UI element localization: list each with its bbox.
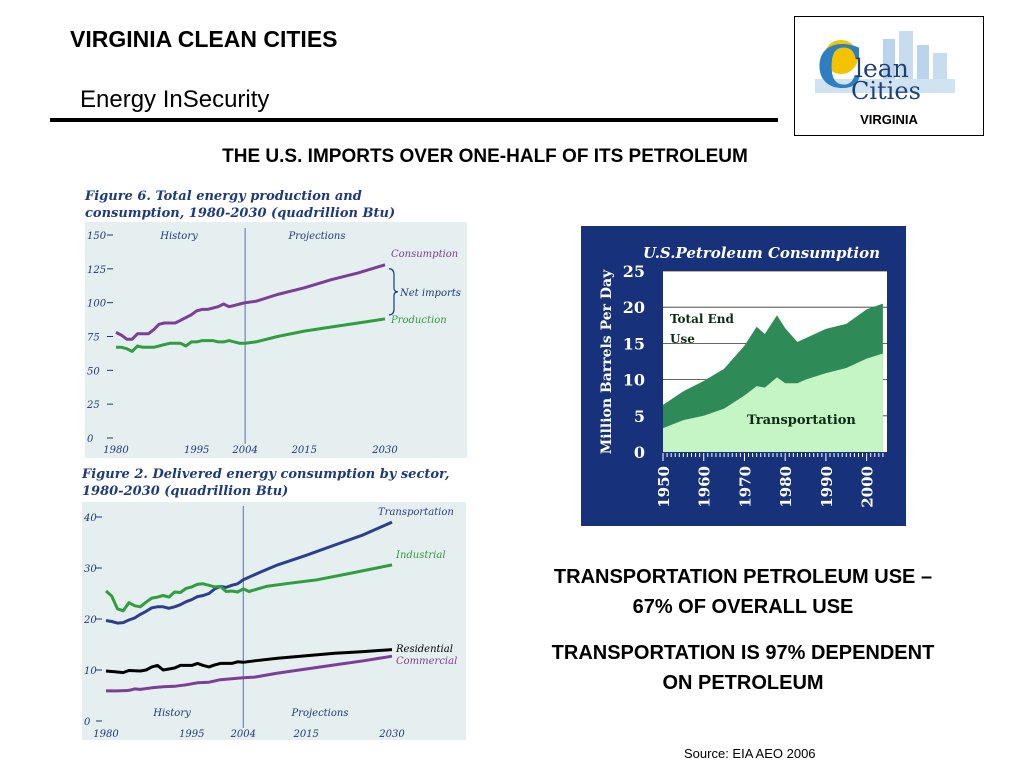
fig6-consumption-label: Consumption: [391, 249, 458, 260]
svg-text:C: C: [817, 33, 863, 101]
clean-cities-logo-graphic: C lean Cities: [815, 31, 955, 105]
petro-xtick-label: 2000: [859, 466, 877, 508]
fig2-industrial-line: [105, 563, 393, 613]
fig2-residential-label: Residential: [395, 644, 453, 655]
fig2-industrial-label: Industrial: [395, 550, 446, 561]
petro-ytick-label: 0: [634, 443, 645, 462]
petro-transportation-label: Transportation: [747, 413, 856, 428]
fig6-ytick-label: 150: [87, 231, 107, 242]
fig2-ytick-label: 40: [83, 513, 97, 524]
fig2-projections-label: Projections: [291, 708, 349, 719]
logo-word-cities: Cities: [851, 77, 921, 105]
fig6-ytick-label: 125: [87, 265, 106, 276]
logo-word-lean: lean: [855, 54, 909, 83]
fig6-history-label: History: [159, 231, 198, 242]
statement-transport-share: TRANSPORTATION PETROLEUM USE – 67% OF OV…: [553, 566, 933, 618]
fig6-xtick-label: 2004: [231, 445, 257, 456]
petro-ytick-label: 20: [623, 298, 645, 317]
clean-cities-logo: C lean Cities VIRGINIA: [794, 16, 984, 136]
fig2-ytick-label: 0: [84, 717, 91, 728]
fig2-transportation-line: [105, 520, 393, 625]
figure2-chart: 0 10 20 30 40 1980 1995 2004 2015 2030 History Proj…: [82, 502, 466, 740]
fig6-xtick-label: 1995: [184, 445, 209, 456]
petro-transportation-area: [663, 353, 883, 452]
fig2-xtick-label: 1980: [93, 729, 119, 740]
petro-total-end-use-label: Total End: [670, 312, 734, 326]
fig2-ytick-label: 10: [84, 666, 97, 677]
fig6-ytick-label: 100: [87, 299, 107, 310]
petro-ytick-label: 15: [623, 334, 645, 353]
figure6-caption: Figure 6. Total energy production and co…: [85, 189, 396, 221]
slide-subtitle: Energy InSecurity: [80, 86, 270, 113]
headline: THE U.S. IMPORTS OVER ONE-HALF OF ITS PE…: [222, 146, 748, 167]
petro-xtick-label: 1980: [777, 466, 795, 508]
fig2-transportation-label: Transportation: [378, 507, 454, 518]
fig6-xtick-label: 2030: [371, 445, 398, 456]
fig6-net-imports-label: Net imports: [399, 288, 461, 299]
petro-xtick-label: 1970: [736, 466, 754, 508]
fig6-production-label: Production: [390, 315, 447, 326]
fig2-xtick-label: 2004: [230, 729, 256, 740]
fig6-ytick-label: 25: [86, 400, 100, 411]
source-note: Source: EIA AEO 2006: [684, 746, 816, 761]
petro-total-end-use-label-2: Use: [670, 332, 695, 346]
petro-ytick-label: 25: [623, 262, 645, 281]
figure2-caption: Figure 2. Delivered energy consumption b…: [82, 467, 450, 499]
slide-title: VIRGINIA CLEAN CITIES: [70, 26, 338, 52]
figure6-chart: 0 25 50 75 100 125 150 1980 1995 2004 2015 2030 Hist…: [85, 222, 467, 458]
petroleum-consumption-chart: 0 5 10 15 20 25 Total End Use Transportation U.S.…: [581, 226, 906, 526]
fig2-commercial-label: Commercial: [396, 656, 457, 667]
fig2-ytick-label: 20: [83, 615, 97, 626]
figure6-svg: 0 25 50 75 100 125 150 1980 1995 2004 2015 2030 Hist…: [86, 228, 461, 456]
petroleum-svg: 0 5 10 15 20 25 Total End Use Transportation U.S.…: [581, 226, 906, 526]
fig6-ytick-label: 0: [87, 434, 94, 445]
petro-xtick-label: 1990: [818, 466, 836, 508]
statement-petroleum-dependence: TRANSPORTATION IS 97% DEPENDENT ON PETRO…: [551, 642, 935, 694]
fig6-xtick-label: 1980: [103, 445, 129, 456]
petro-chart-title: U.S.Petroleum Consumption: [643, 244, 880, 262]
petro-xtick-label: 1950: [655, 466, 673, 508]
petro-y-axis-label: Million Barrels Per Day: [599, 269, 615, 454]
title-underline: [50, 118, 778, 122]
logo-caption: VIRGINIA: [860, 112, 918, 127]
fig2-ytick-label: 30: [84, 564, 97, 575]
fig2-xtick-label: 2030: [378, 729, 405, 740]
fig6-consumption-line: [115, 263, 386, 341]
petro-xtick-label: 1960: [696, 466, 714, 508]
fig6-projections-label: Projections: [288, 231, 346, 242]
petro-ytick-label: 5: [634, 407, 645, 426]
fig6-net-imports-bracket: [388, 268, 399, 316]
fig2-commercial-line: [106, 654, 393, 693]
fig2-history-label: History: [152, 708, 191, 719]
petro-ytick-label: 10: [623, 371, 645, 390]
fig2-residential-line: [105, 648, 393, 675]
fig6-production-line: [116, 317, 386, 353]
fig2-xtick-label: 2015: [292, 729, 318, 740]
fig6-ytick-label: 50: [87, 366, 100, 377]
fig6-xtick-label: 2015: [291, 445, 317, 456]
fig6-ytick-label: 75: [87, 333, 100, 344]
fig2-xtick-label: 1995: [179, 729, 204, 740]
